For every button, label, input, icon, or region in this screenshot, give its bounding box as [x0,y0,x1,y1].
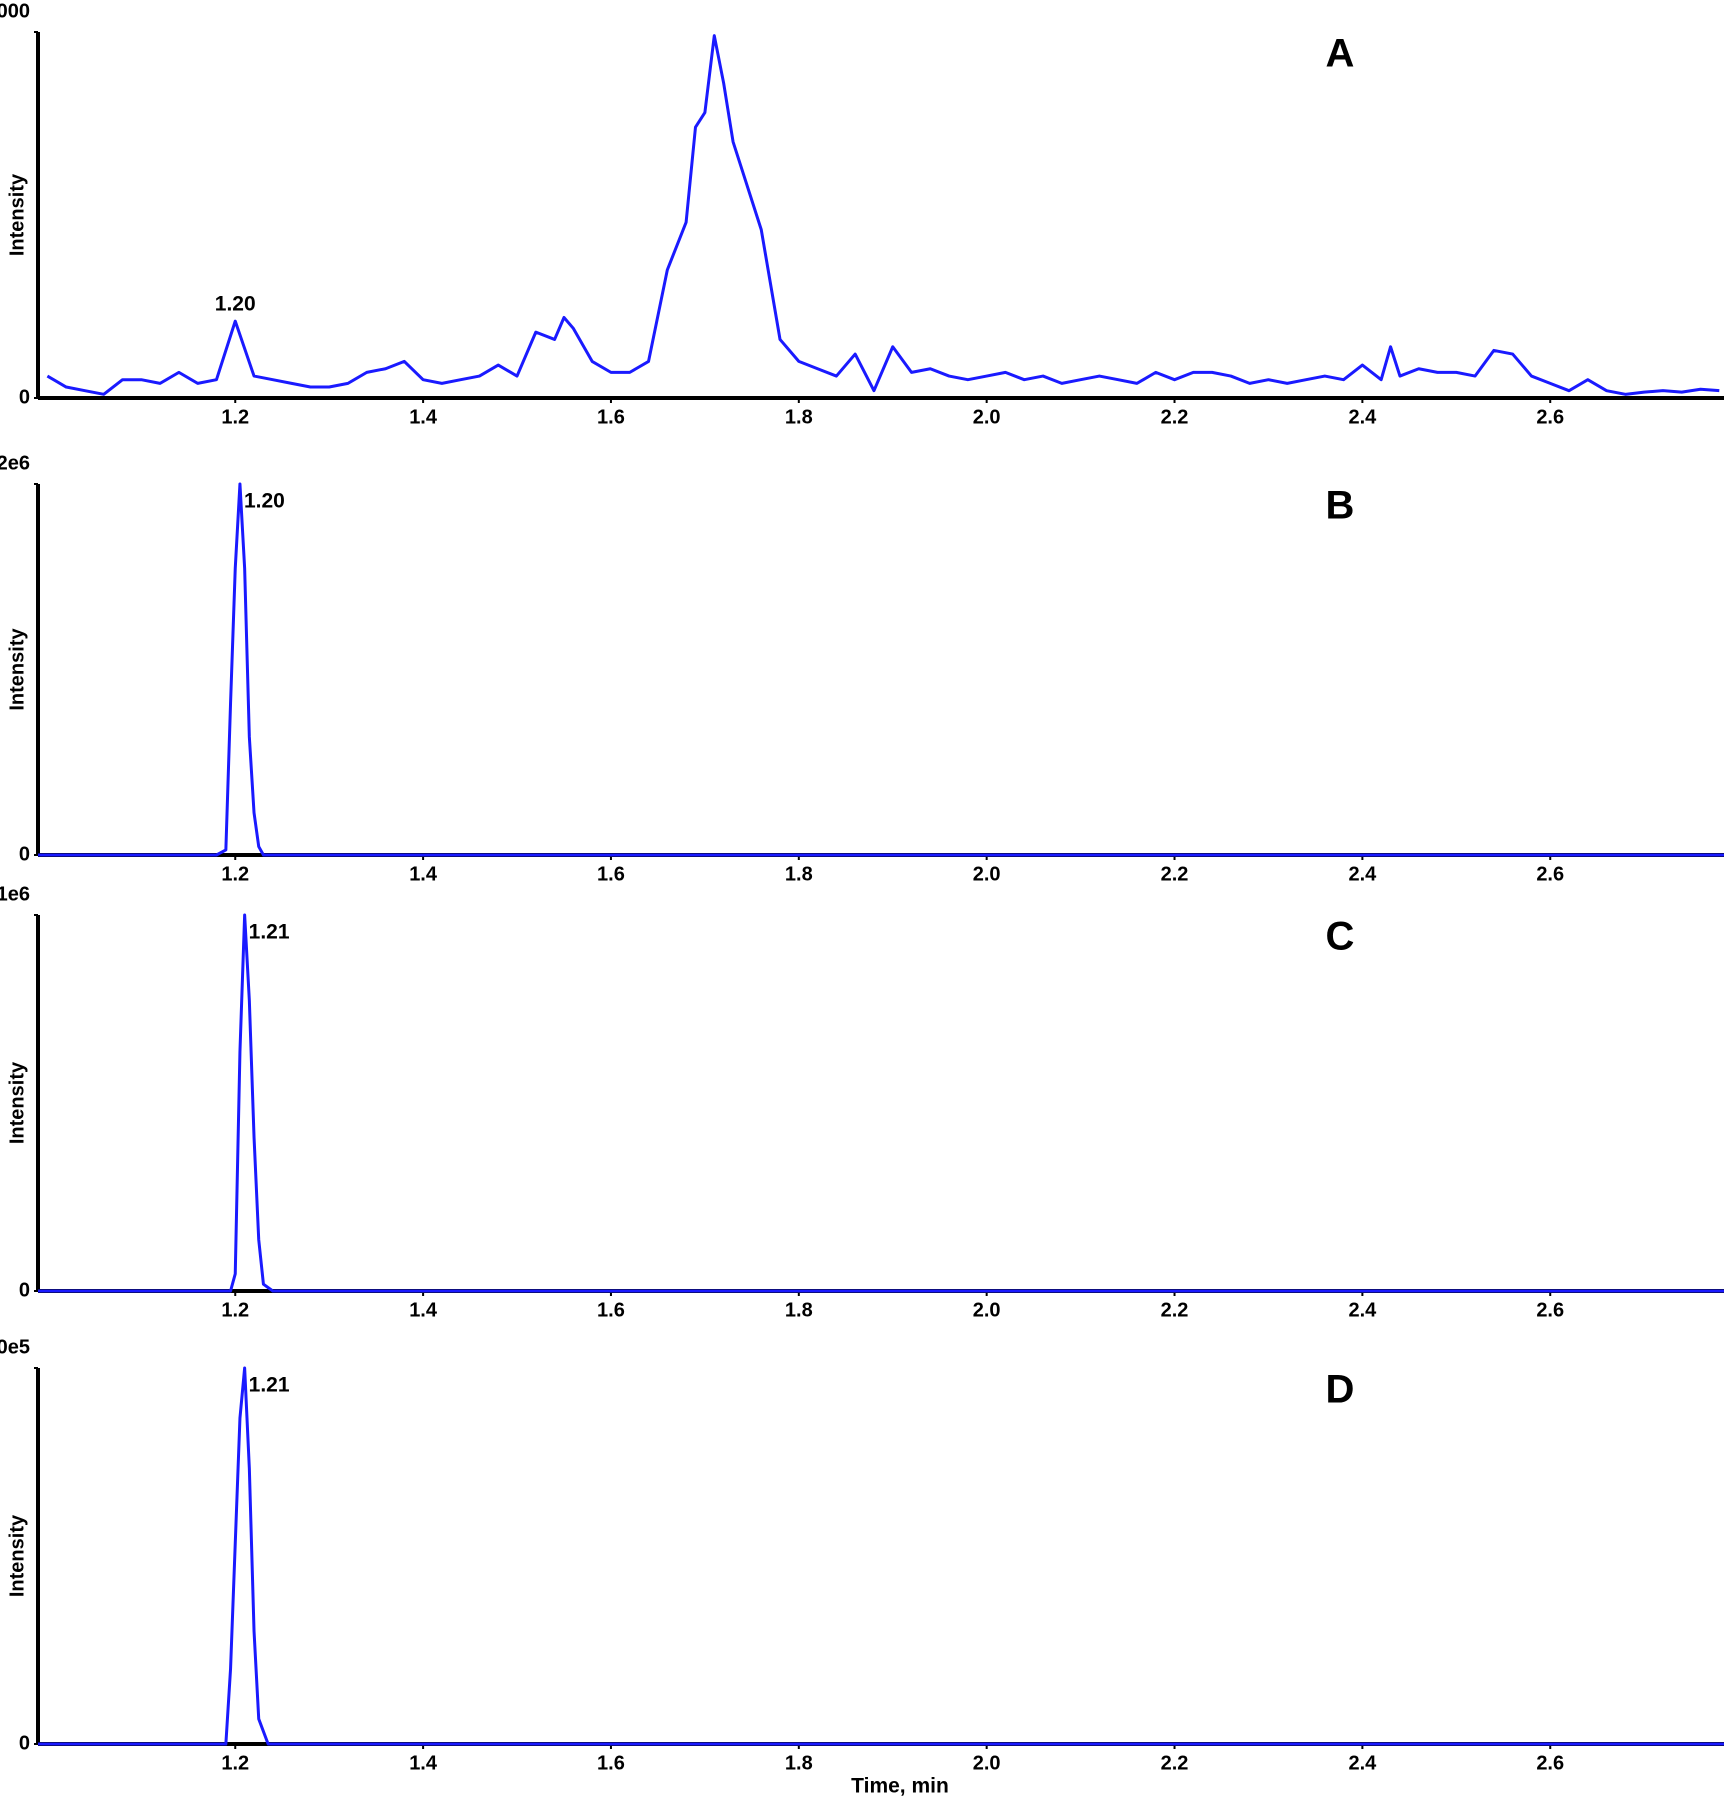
y-axis-label: Intensity [6,173,28,256]
x-tick-label: 2.6 [1536,1752,1564,1774]
x-tick-label: 2.4 [1348,1299,1377,1321]
x-tick-label: 2.6 [1536,863,1564,885]
x-tick-label: 1.6 [597,863,625,885]
x-tick-label: 2.2 [1161,863,1189,885]
panel-label: C [1326,915,1355,959]
y-axis-label: Intensity [6,1061,28,1144]
x-tick-label: 2.4 [1348,863,1377,885]
peak-label: 1.21 [249,921,290,944]
panel-label: D [1326,1368,1355,1412]
trace [46,34,1720,396]
peak-label: 1.21 [249,1374,290,1397]
x-tick-label: 2.6 [1536,1299,1564,1321]
x-tick-label: 2.4 [1348,1752,1377,1774]
x-tick-label: 2.2 [1161,1299,1189,1321]
x-tick-label: 2.0 [973,863,1001,885]
panel-label: B [1326,484,1355,528]
x-tick-label: 1.8 [785,1752,813,1774]
peak-label: 1.20 [215,293,256,316]
x-tick-label: 1.4 [409,1299,438,1321]
x-tick-label: 1.4 [409,863,438,885]
trace [38,1366,1724,1746]
x-tick-label: 1.6 [597,1752,625,1774]
x-tick-label: 2.0 [973,1299,1001,1321]
y-tick-label: 0 [19,1279,30,1301]
x-tick-label: 2.6 [1536,406,1564,428]
x-tick-label: 2.4 [1348,406,1377,428]
y-tick-label: 5000 [0,0,30,22]
x-axis-label: Time, min [851,1775,949,1798]
x-tick-label: 1.2 [221,406,249,428]
peak-label: 1.20 [244,490,285,513]
x-tick-label: 2.2 [1161,1752,1189,1774]
x-tick-label: 1.4 [409,1752,438,1774]
x-tick-label: 2.0 [973,406,1001,428]
x-tick-label: 1.8 [785,863,813,885]
y-tick-label: 0 [19,843,30,865]
x-tick-label: 2.0 [973,1752,1001,1774]
x-tick-label: 1.8 [785,406,813,428]
y-tick-label: 3.0e5 [0,1336,30,1358]
trace [38,913,1724,1293]
x-tick-label: 2.2 [1161,406,1189,428]
x-tick-label: 1.8 [785,1299,813,1321]
y-tick-label: 2.2e6 [0,452,30,474]
x-tick-label: 1.6 [597,406,625,428]
panel-label: A [1326,32,1355,76]
x-tick-label: 1.6 [597,1299,625,1321]
trace [38,482,1724,857]
x-tick-label: 1.2 [221,1752,249,1774]
y-axis-label: Intensity [6,1514,28,1597]
y-axis-label: Intensity [6,628,28,711]
x-tick-label: 1.2 [221,1299,249,1321]
y-tick-label: 0 [19,1732,30,1754]
x-tick-label: 1.4 [409,406,438,428]
x-tick-label: 1.2 [221,863,249,885]
y-tick-label: 1.1e6 [0,883,30,905]
y-tick-label: 0 [19,386,30,408]
